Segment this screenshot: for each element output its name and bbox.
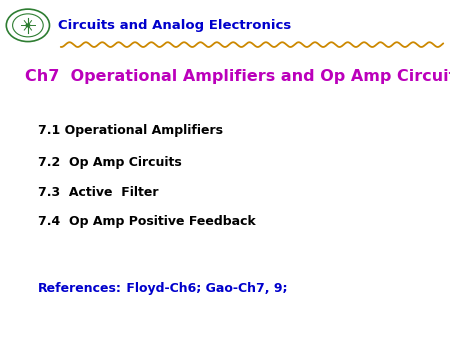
Text: References:: References: bbox=[38, 283, 122, 295]
Text: 7.2  Op Amp Circuits: 7.2 Op Amp Circuits bbox=[38, 156, 182, 169]
Circle shape bbox=[26, 24, 30, 27]
Text: 7.1 Operational Amplifiers: 7.1 Operational Amplifiers bbox=[38, 124, 223, 137]
Text: 7.3  Active  Filter: 7.3 Active Filter bbox=[38, 186, 159, 199]
Text: 7.4  Op Amp Positive Feedback: 7.4 Op Amp Positive Feedback bbox=[38, 215, 256, 228]
Text: Circuits and Analog Electronics: Circuits and Analog Electronics bbox=[58, 19, 291, 32]
Text: Floyd-Ch6; Gao-Ch7, 9;: Floyd-Ch6; Gao-Ch7, 9; bbox=[122, 283, 288, 295]
Text: Ch7  Operational Amplifiers and Op Amp Circuits: Ch7 Operational Amplifiers and Op Amp Ci… bbox=[25, 69, 450, 83]
